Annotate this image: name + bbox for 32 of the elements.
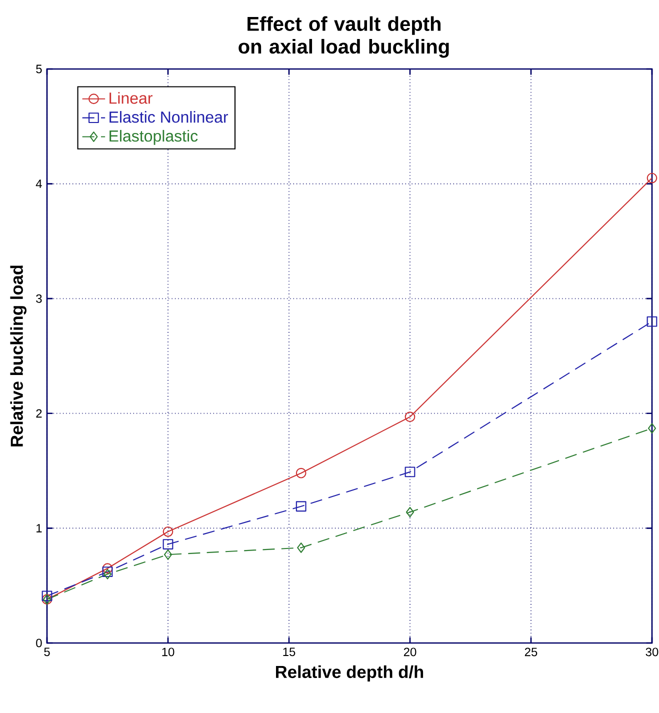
- point: [42, 590, 52, 602]
- point: [404, 466, 416, 478]
- point: [296, 468, 306, 478]
- y-axis-title: Relative buckling load: [10, 266, 26, 446]
- x-axis-title: Relative depth d/h: [276, 665, 424, 682]
- x-tick-label: 30: [646, 648, 658, 656]
- point: [296, 501, 306, 512]
- y-tick-label: 5: [36, 64, 42, 74]
- x-tick-label: 25: [524, 648, 538, 656]
- y-tick-label: 4: [36, 180, 42, 188]
- legend-label: Linear: [110, 92, 152, 104]
- x-tick-label: 15: [283, 648, 296, 656]
- point: [646, 172, 658, 184]
- point: [164, 549, 172, 560]
- legend-label: Elastic Nonlinear: [110, 111, 228, 123]
- point: [102, 563, 113, 574]
- y-tick-label: 0: [36, 638, 42, 648]
- x-tick-label: 10: [162, 648, 174, 656]
- point: [162, 539, 174, 550]
- y-tick-label: 3: [36, 294, 42, 303]
- chart-title: Effect of vault depth on axial load buckling: [238, 16, 449, 58]
- point: [404, 412, 416, 422]
- y-tick-label: 1: [36, 524, 42, 532]
- y-tick-label: 2: [36, 409, 42, 418]
- point: [648, 423, 656, 434]
- point: [406, 506, 414, 518]
- x-tick-label: 5: [44, 648, 50, 656]
- point: [162, 526, 174, 537]
- point: [646, 316, 658, 327]
- legend-label: Elastoplastic: [110, 130, 198, 145]
- point: [297, 542, 306, 553]
- x-tick-label: 20: [404, 648, 416, 656]
